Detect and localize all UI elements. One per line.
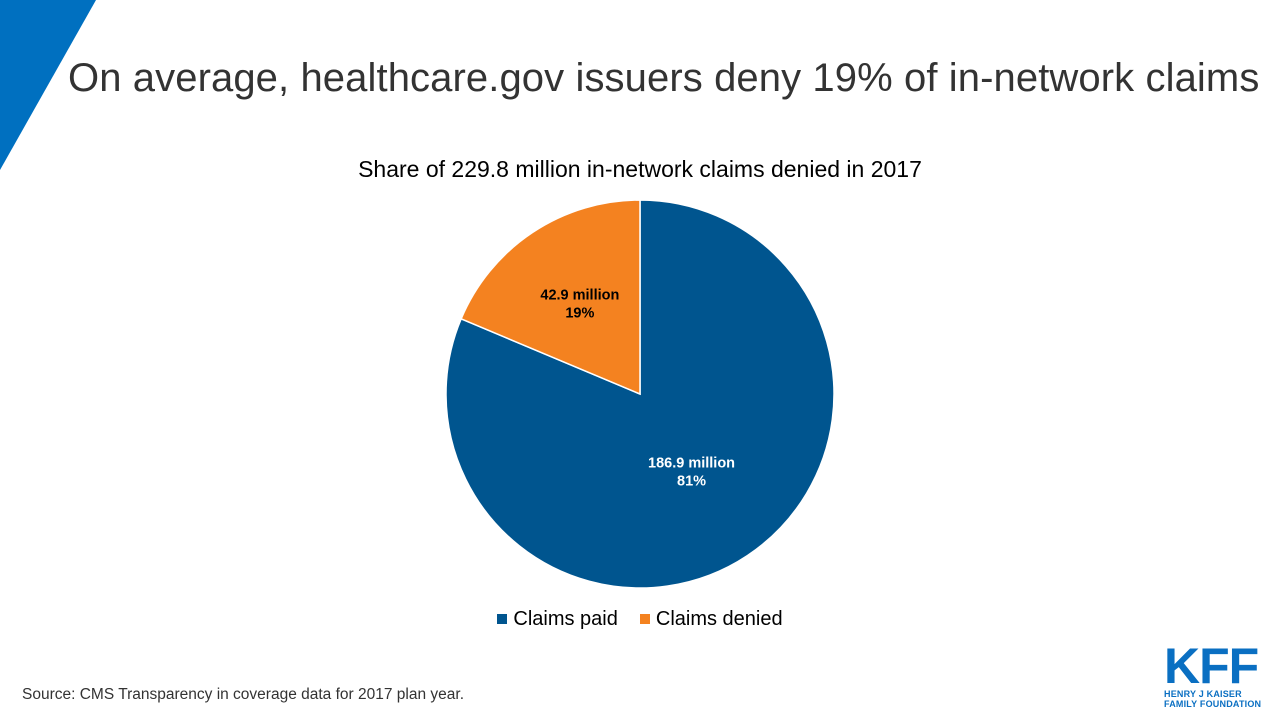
corner-accent-shape — [0, 0, 96, 170]
corner-accent-triangle — [0, 0, 96, 170]
legend-swatch-paid — [497, 614, 508, 624]
kff-logo: KFF HENRY J KAISER FAMILY FOUNDATION — [1164, 638, 1264, 709]
source-note: Source: CMS Transparency in coverage dat… — [22, 686, 464, 703]
page-title: On average, healthcare.gov issuers deny … — [68, 56, 1260, 100]
data-label-value-paid: 186.9 million — [648, 456, 735, 472]
logo-mark: KFF — [1164, 638, 1259, 694]
legend-label-paid: Claims paid — [513, 608, 618, 630]
legend-item-paid: Claims paid — [497, 604, 618, 634]
legend-swatch-denied — [639, 614, 650, 624]
pie-slice-denied — [460, 199, 641, 396]
pie-labels: 186.9 million 81% 42.9 million 19% — [540, 288, 735, 490]
data-label-percent-paid: 81% — [677, 474, 706, 490]
data-label-value-denied: 42.9 million — [540, 288, 619, 304]
chart-title: Share of 229.8 million in-network claims… — [358, 156, 922, 182]
data-label-percent-denied: 19% — [565, 306, 594, 322]
logo-line-2: FAMILY FOUNDATION — [1164, 699, 1262, 709]
logo-line-1: HENRY J KAISER — [1164, 689, 1242, 699]
pie-slices — [445, 199, 835, 589]
chart-legend: Claims paid Claims denied — [0, 604, 1280, 634]
legend-item-denied: Claims denied — [639, 604, 783, 634]
legend-label-denied: Claims denied — [655, 608, 783, 630]
